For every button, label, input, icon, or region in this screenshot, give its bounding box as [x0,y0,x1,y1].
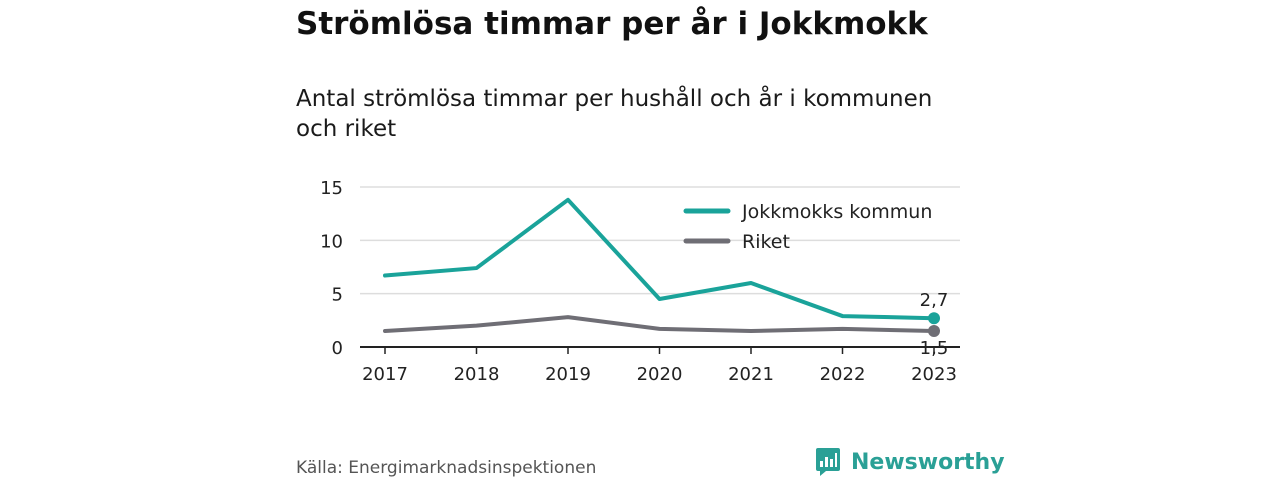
x-axis-ticks: 2017 2018 2019 2020 2021 2022 2023 [362,347,957,385]
gridlines [360,186,960,348]
x-tick-label: 2022 [820,364,866,385]
newsworthy-logo: Newsworthy [815,446,1005,478]
y-axis-ticks: 0 5 10 15 [320,178,343,359]
series-line-riket [383,315,936,333]
legend: Jokkmokks kommun Riket [683,201,932,253]
x-tick-label: 2019 [545,364,591,385]
bar-chart-logo-icon [816,448,840,476]
source-note: Källa: Energimarknadsinspektionen [296,458,597,478]
brand-name: Newsworthy [851,449,1005,475]
data-point-jokkmokk [928,312,940,325]
chart-title: Strömlösa timmar per år i Jokkmokk [296,6,928,42]
y-tick-label: 10 [320,231,343,252]
x-tick-label: 2021 [728,364,774,385]
x-tick-label: 2017 [362,364,408,385]
data-point-riket [928,325,940,337]
end-label-jokkmokk: 2,7 [920,290,949,311]
legend-label: Jokkmokks kommun [741,201,932,223]
end-label-riket: 1,5 [920,338,949,359]
x-tick-label: 2023 [911,364,957,385]
x-tick-label: 2020 [637,364,683,385]
legend-label: Riket [742,231,790,253]
series-lines [383,197,940,337]
x-tick-label: 2018 [454,364,500,385]
end-labels: 2,7 1,5 [920,290,949,359]
y-tick-label: 0 [332,338,343,359]
chart-subtitle: Antal strömlösa timmar per hushåll och å… [296,86,933,142]
legend-item-jokkmokk: Jokkmokks kommun [683,201,932,223]
legend-item-riket: Riket [683,231,790,253]
y-tick-label: 15 [320,178,343,199]
y-tick-label: 5 [332,285,343,306]
